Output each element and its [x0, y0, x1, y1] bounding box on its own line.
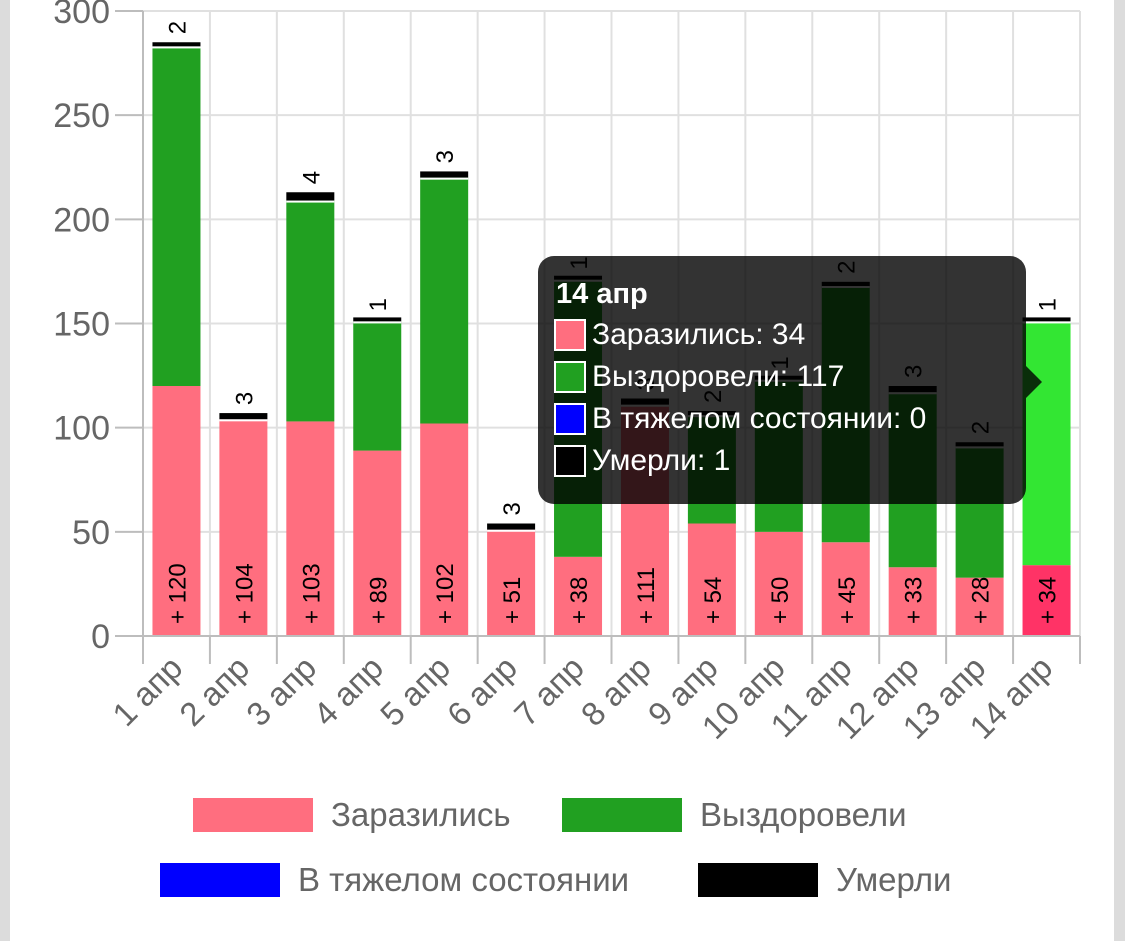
- bar-infected[interactable]: [554, 556, 603, 636]
- infected-value-label: + 45: [834, 577, 861, 624]
- bar-deaths[interactable]: [487, 523, 536, 530]
- tooltip-row-deaths: Умерли: 1: [554, 440, 1010, 482]
- deaths-value-label: 2: [164, 21, 191, 34]
- infected-value-label: + 28: [968, 577, 995, 624]
- x-tick-label: 3 апр: [239, 649, 323, 733]
- infected-value-label: + 120: [164, 563, 191, 624]
- bar-recovered[interactable]: [420, 177, 469, 424]
- bar-gap: [420, 177, 469, 180]
- legend-label-recovered: Выздоровели: [700, 796, 907, 833]
- y-tick-label: 0: [91, 618, 110, 656]
- tooltip-text-deaths: Умерли: 1: [592, 444, 731, 477]
- legend-item-recovered[interactable]: Выздоровели: [562, 795, 907, 835]
- bar-infected[interactable]: [888, 567, 937, 636]
- frame-edge-right: [1114, 0, 1125, 941]
- infected-value-label: + 102: [432, 563, 459, 624]
- tooltip-caret: [1026, 366, 1042, 398]
- bar-infected[interactable]: [420, 423, 469, 637]
- infected-value-label: + 111: [633, 567, 660, 624]
- legend-label-critical: В тяжелом состоянии: [298, 861, 630, 898]
- bar-deaths[interactable]: [219, 413, 268, 420]
- infected-value-label: + 54: [700, 577, 727, 624]
- bar-deaths[interactable]: [1022, 317, 1071, 322]
- deaths-value-label: 3: [432, 150, 459, 163]
- bar-infected[interactable]: [353, 450, 402, 636]
- tooltip-text-critical: В тяжелом состоянии: 0: [592, 402, 927, 435]
- bar-infected[interactable]: [687, 523, 736, 637]
- legend-swatch-critical: [160, 863, 280, 897]
- tooltip-swatch-infected: [554, 319, 586, 351]
- y-tick-label: 250: [53, 97, 110, 135]
- bar-recovered[interactable]: [152, 46, 201, 387]
- tooltip-swatch-critical: [554, 403, 586, 435]
- bar-recovered[interactable]: [1022, 321, 1071, 566]
- bar-deaths[interactable]: [286, 192, 335, 201]
- chart-tooltip: 14 апр Заразились: 34 Выздоровели: 117 В…: [538, 256, 1026, 504]
- tooltip-text-infected: Заразились: 34: [592, 318, 806, 351]
- y-tick-label: 50: [72, 514, 110, 552]
- tooltip-swatch-deaths: [554, 445, 586, 477]
- legend-swatch-recovered: [562, 798, 682, 832]
- bar-recovered[interactable]: [286, 200, 335, 422]
- bar-deaths[interactable]: [353, 317, 402, 322]
- deaths-value-label: 4: [298, 171, 325, 184]
- infected-value-label: + 51: [499, 577, 526, 624]
- x-tick-label: 6 апр: [440, 649, 524, 733]
- infected-value-label: + 33: [901, 577, 928, 624]
- x-tick-label: 2 апр: [172, 649, 256, 733]
- bar-gap: [353, 321, 402, 324]
- infected-value-label: + 103: [298, 563, 325, 624]
- infected-value-label: + 50: [767, 577, 794, 624]
- bar-gap: [1022, 321, 1071, 324]
- x-tick-label: 4 апр: [306, 649, 390, 733]
- bar-infected[interactable]: [821, 542, 870, 636]
- bar-infected[interactable]: [487, 529, 536, 636]
- bar-gap: [219, 419, 268, 422]
- frame-edge-left: [0, 0, 10, 941]
- infected-value-label: + 38: [566, 577, 593, 624]
- deaths-value-label: 1: [365, 298, 392, 311]
- bar-deaths[interactable]: [420, 171, 469, 178]
- legend-label-infected: Заразились: [331, 796, 511, 833]
- bar-infected[interactable]: [152, 386, 201, 636]
- legend-item-critical[interactable]: В тяжелом состоянии: [160, 860, 629, 900]
- x-tick-label: 1 апр: [105, 649, 189, 733]
- tooltip-title: 14 апр: [556, 278, 648, 310]
- x-tick-label: 5 апр: [373, 649, 457, 733]
- tooltip-row-recovered: Выздоровели: 117: [554, 356, 1010, 398]
- x-tick-label: 7 апр: [507, 649, 591, 733]
- grid-lines: [142, 10, 1081, 636]
- legend-label-deaths: Умерли: [836, 861, 952, 898]
- infected-value-label: + 34: [1035, 577, 1062, 624]
- deaths-value-label: 3: [231, 392, 258, 405]
- y-tick-label: 100: [53, 410, 110, 448]
- bar-recovered[interactable]: [353, 321, 402, 451]
- bar-infected[interactable]: [1022, 565, 1071, 636]
- tooltip-row-critical: В тяжелом состоянии: 0: [554, 398, 1010, 440]
- bar-infected[interactable]: [955, 577, 1004, 636]
- legend-swatch-infected: [193, 798, 313, 832]
- bar-infected[interactable]: [754, 531, 803, 636]
- legend-swatch-deaths: [698, 863, 818, 897]
- y-tick-label: 150: [53, 306, 110, 344]
- tooltip-row-infected: Заразились: 34: [554, 314, 1010, 356]
- legend-item-infected[interactable]: Заразились: [193, 795, 511, 835]
- x-tick-label: 8 апр: [574, 649, 658, 733]
- y-tick-label: 300: [53, 0, 110, 31]
- tooltip-text-recovered: Выздоровели: 117: [592, 360, 845, 393]
- y-tick-label: 200: [53, 201, 110, 239]
- infected-value-label: + 89: [365, 577, 392, 624]
- legend-item-deaths[interactable]: Умерли: [698, 860, 951, 900]
- bar-gap: [286, 200, 335, 203]
- deaths-value-label: 3: [499, 502, 526, 515]
- bar-deaths[interactable]: [152, 42, 201, 47]
- tooltip-swatch-recovered: [554, 361, 586, 393]
- bar-infected[interactable]: [286, 421, 335, 636]
- deaths-value-label: 1: [1035, 298, 1062, 311]
- infected-value-label: + 104: [231, 563, 258, 624]
- bar-gap: [487, 529, 536, 532]
- bar-gap: [152, 46, 201, 49]
- bar-infected[interactable]: [219, 419, 268, 636]
